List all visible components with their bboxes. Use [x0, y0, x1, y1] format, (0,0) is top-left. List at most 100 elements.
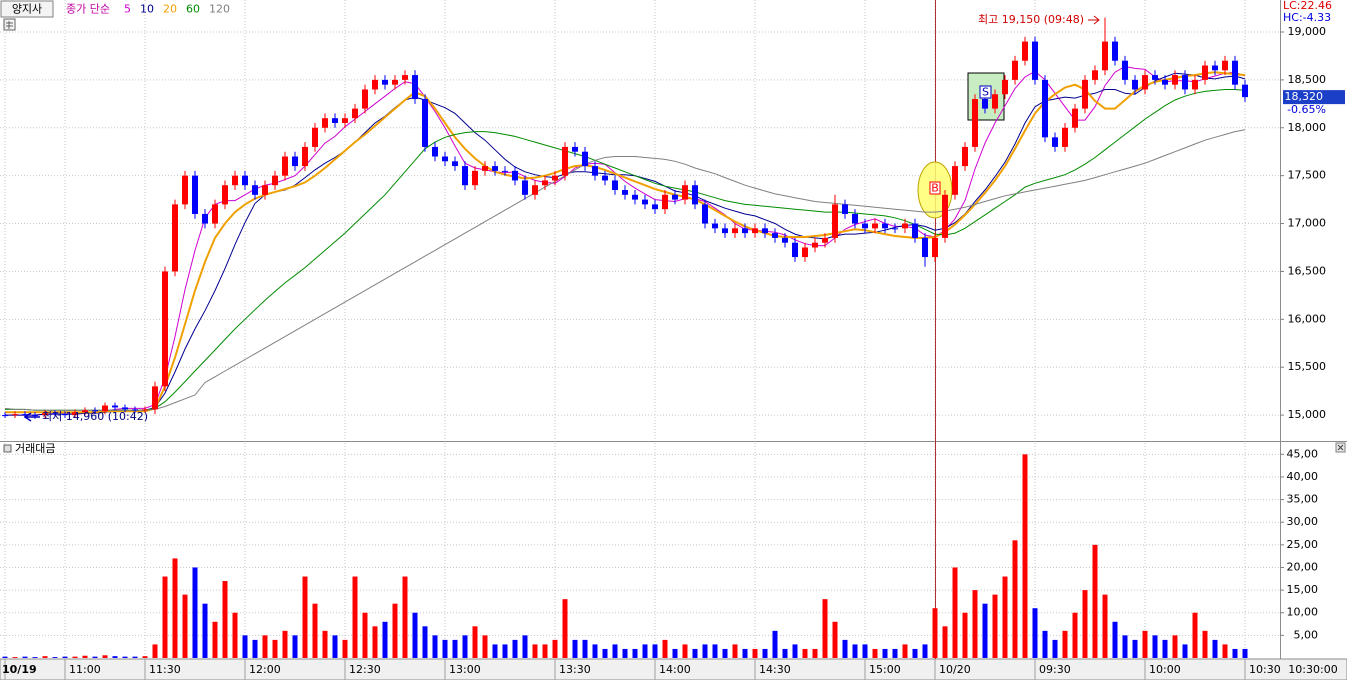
candle-body	[612, 180, 618, 191]
volume-bar	[562, 599, 568, 658]
volume-bar	[342, 639, 348, 658]
candle-body	[1242, 84, 1248, 98]
volume-bar	[212, 621, 218, 658]
y-tick-label: 18,000	[1288, 121, 1327, 134]
y-tick-label: 18,500	[1288, 73, 1327, 86]
candle-body	[602, 175, 608, 181]
x-tick-label: 14:30	[759, 663, 791, 676]
volume-bar	[702, 644, 708, 658]
volume-bar	[1142, 630, 1148, 658]
volume-bar	[292, 635, 298, 658]
hc-label: HC:-4.33	[1283, 11, 1331, 24]
candle-body	[1172, 75, 1178, 85]
candle-body	[252, 185, 258, 195]
volume-bar	[1102, 594, 1108, 658]
x-tick-label: 14:00	[659, 663, 691, 676]
candle-body	[732, 228, 738, 234]
candle-body	[962, 146, 968, 167]
y-tick-label: 40,00	[1287, 470, 1319, 483]
volume-bar	[22, 656, 28, 658]
volume-bar	[952, 567, 958, 658]
y-tick-label: 45,00	[1287, 447, 1319, 460]
candle-body	[1082, 79, 1088, 109]
x-tick-label: 10/19	[2, 663, 37, 676]
candle-body	[642, 199, 648, 205]
candle-body	[452, 161, 458, 167]
y-tick-label: 30,00	[1287, 515, 1319, 528]
volume-bar	[92, 656, 98, 658]
volume-bar	[242, 635, 248, 658]
volume-bar	[642, 644, 648, 658]
volume-bar	[842, 639, 848, 658]
candle-body	[1022, 41, 1028, 61]
legend-entry: 20	[163, 3, 177, 16]
candle-body	[442, 156, 448, 162]
volume-bar	[232, 612, 238, 658]
candle-body	[492, 166, 498, 171]
volume-bar	[532, 644, 538, 658]
time-display: 10:30:00	[1288, 663, 1337, 676]
volume-bar	[962, 612, 968, 658]
volume-bar	[272, 639, 278, 658]
legend-label: 종가 단순	[66, 3, 110, 16]
volume-bar	[772, 630, 778, 658]
volume-bar	[1152, 635, 1158, 658]
settings-icon-glyph	[6, 21, 13, 29]
y-tick-label: 35,00	[1287, 493, 1319, 506]
volume-bar	[652, 644, 658, 658]
volume-bar	[252, 639, 258, 658]
candle-body	[362, 89, 368, 109]
candle-body	[62, 414, 68, 416]
volume-bar	[1022, 454, 1028, 658]
x-tick-label: 12:00	[249, 663, 281, 676]
volume-bar	[912, 648, 918, 658]
candle-body	[972, 99, 978, 147]
volume-bar	[1002, 576, 1008, 658]
candle-body	[1182, 75, 1188, 90]
volume-bar	[932, 608, 938, 658]
y-tick-label: 10,00	[1287, 606, 1319, 619]
volume-bar	[122, 656, 128, 658]
candle-body	[552, 175, 558, 181]
candle-body	[1202, 65, 1208, 80]
y-tick-label: 16,000	[1288, 312, 1327, 325]
candle-body	[172, 204, 178, 272]
chart-title: 양지사	[12, 3, 42, 16]
candle-body	[982, 99, 988, 109]
volume-bar	[1132, 639, 1138, 658]
candle-body	[742, 228, 748, 234]
volume-bar	[1222, 644, 1228, 658]
candle-body	[212, 204, 218, 224]
volume-bar	[1012, 540, 1018, 658]
y-tick-label: 16,500	[1288, 264, 1327, 277]
candle-body	[352, 108, 358, 119]
candle-body	[812, 242, 818, 248]
volume-bar	[922, 644, 928, 658]
candle-body	[202, 213, 208, 224]
volume-bar	[102, 655, 108, 658]
volume-bar	[742, 648, 748, 658]
candle-body	[682, 185, 688, 200]
legend-entry: 10	[140, 3, 154, 16]
sell-signal-label: S	[982, 86, 989, 99]
volume-bar	[442, 639, 448, 658]
candle-body	[712, 223, 718, 229]
candle-body	[1152, 75, 1158, 80]
candle-body	[22, 414, 28, 416]
volume-bar	[362, 612, 368, 658]
candle-body	[462, 166, 468, 186]
candle-body	[572, 146, 578, 152]
x-tick-label: 09:30	[1039, 663, 1071, 676]
candle-body	[72, 412, 78, 416]
volume-bar	[692, 648, 698, 658]
candle-body	[532, 185, 538, 195]
y-tick-label: 15,000	[1288, 408, 1327, 421]
candle-body	[122, 407, 128, 410]
candle-body	[422, 99, 428, 147]
candle-body	[822, 237, 828, 243]
close-icon	[1337, 444, 1344, 451]
volume-bar	[582, 639, 588, 658]
candle-body	[1142, 75, 1148, 90]
